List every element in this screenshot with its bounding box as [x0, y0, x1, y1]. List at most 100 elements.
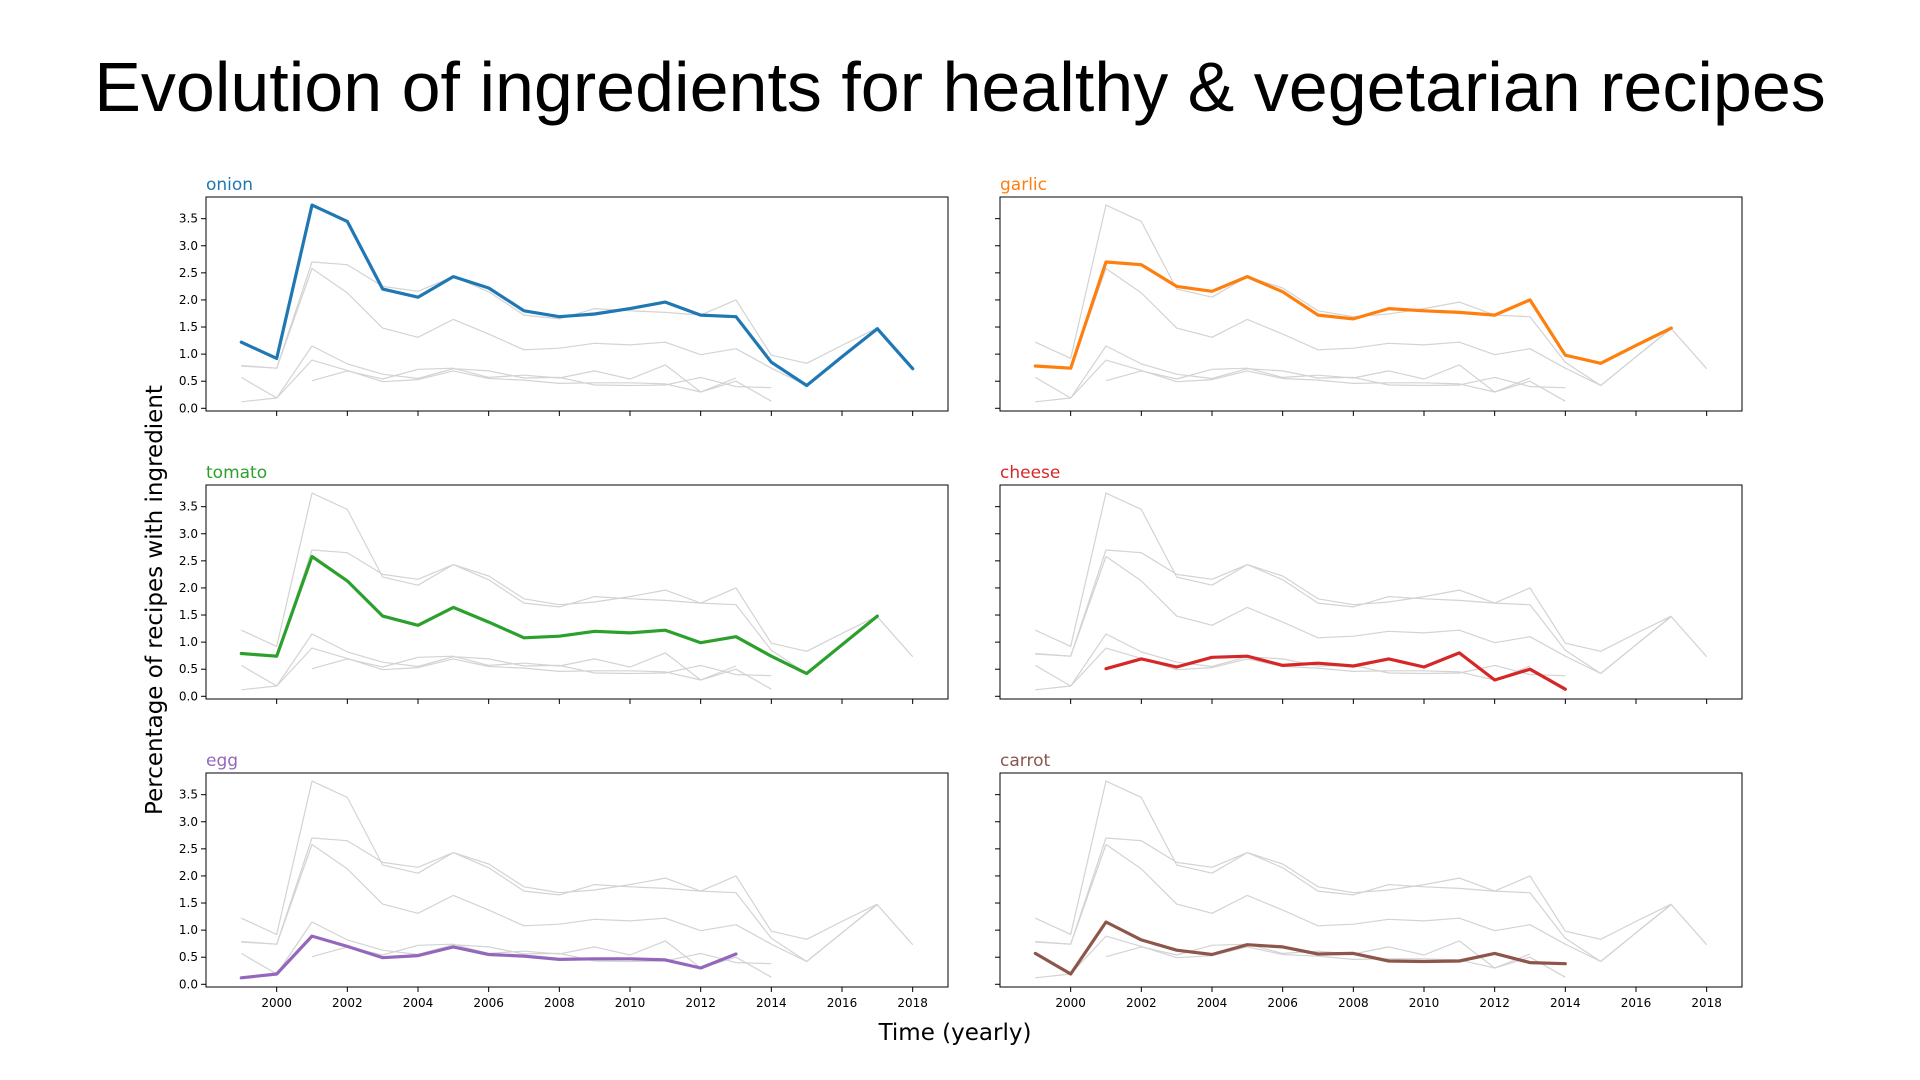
y-tick-label: 2.0 [179, 293, 198, 307]
panel-onion: onion 0.0 0.5 1.0 1.5 2.0 2.5 3.0 3.5 [179, 175, 949, 416]
y-tick-label: 2.0 [179, 869, 198, 883]
y-axis-label: Percentage of recipes with ingredient [142, 385, 168, 815]
x-tick-label: 2004 [403, 996, 434, 1010]
background-line-carrot [240, 633, 772, 687]
background-line-garlic [1035, 549, 1672, 657]
x-tick-label: 2004 [1197, 996, 1228, 1010]
series-line-garlic [1033, 260, 1673, 370]
panel-frame [999, 196, 1743, 412]
series-line-tomato [239, 554, 879, 676]
panel-frame [205, 772, 949, 988]
x-tick-label: 2006 [1267, 996, 1298, 1010]
panel-title-cheese: cheese [1000, 463, 1060, 483]
y-tick-label: 3.0 [179, 239, 198, 253]
background-line-garlic [241, 549, 878, 657]
y-tick-label: 0.0 [179, 689, 198, 703]
x-tick-label: 2018 [897, 996, 928, 1010]
panel-title-garlic: garlic [1000, 175, 1047, 195]
background-line-carrot [1034, 345, 1566, 399]
panel-frame [205, 484, 949, 700]
y-tick-label: 3.5 [179, 212, 198, 226]
panel-tomato: tomato 0.0 0.5 1.0 1.5 2.0 2.5 3.0 3.5 [179, 463, 949, 704]
background-line-garlic [241, 837, 878, 945]
series-line-egg [239, 934, 738, 980]
panel-title-egg: egg [206, 751, 238, 771]
panel-carrot: carrot 2000 2002 2004 2006 2008 2010 2012 2014 20… [995, 751, 1743, 1010]
y-tick-label: 2.5 [179, 266, 198, 280]
panel-title-onion: onion [206, 175, 253, 195]
background-line-carrot [240, 345, 772, 399]
x-tick-label: 2014 [756, 996, 787, 1010]
series-line-onion [239, 203, 915, 388]
x-tick-label: 2010 [615, 996, 646, 1010]
y-tick-label: 2.5 [179, 554, 198, 568]
panel-frame [999, 772, 1743, 988]
background-line-onion [241, 204, 914, 387]
background-line-cheese [311, 940, 772, 978]
background-line-garlic [241, 261, 878, 369]
x-tick-label: 2008 [1338, 996, 1369, 1010]
x-tick-label: 2012 [1479, 996, 1510, 1010]
x-tick-label: 2008 [544, 996, 575, 1010]
x-tick-label: 2002 [1126, 996, 1157, 1010]
x-tick-label: 2012 [685, 996, 716, 1010]
background-line-egg [241, 647, 737, 691]
y-tick-label: 0.0 [179, 401, 198, 415]
y-tick-label: 0.5 [179, 950, 198, 964]
y-tick-label: 1.0 [179, 635, 198, 649]
background-line-cheese [1105, 652, 1566, 690]
x-tick-label: 2000 [261, 996, 292, 1010]
series-line-carrot [1033, 920, 1567, 976]
background-line-onion [1035, 204, 1708, 387]
panel-garlic: garlic [995, 175, 1743, 416]
x-tick-label: 2000 [1055, 996, 1086, 1010]
x-tick-label: 2010 [1409, 996, 1440, 1010]
background-line-onion [1035, 780, 1708, 963]
y-tick-label: 0.5 [179, 662, 198, 676]
background-line-garlic [1035, 261, 1672, 369]
background-line-egg [1035, 359, 1531, 403]
y-tick-label: 1.5 [179, 896, 198, 910]
x-tick-label: 2014 [1550, 996, 1581, 1010]
y-tick-label: 2.5 [179, 842, 198, 856]
panel-cheese: cheese [995, 463, 1743, 704]
y-tick-label: 3.0 [179, 815, 198, 829]
background-line-onion [241, 492, 914, 675]
background-line-tomato [1035, 267, 1672, 387]
background-line-cheese [1105, 364, 1566, 402]
background-line-tomato [1035, 843, 1672, 963]
background-line-onion [1035, 492, 1708, 675]
panel-title-tomato: tomato [206, 463, 267, 483]
background-line-tomato [241, 267, 878, 387]
y-tick-label: 3.0 [179, 527, 198, 541]
x-axis-label: Time (yearly) [878, 1020, 1032, 1046]
panel-egg: egg 0.0 0.5 1.0 1.5 2.0 2.5 3.0 3.5 2000 2002 2004 2… [179, 751, 949, 1010]
y-tick-label: 1.5 [179, 320, 198, 334]
y-tick-label: 3.5 [179, 788, 198, 802]
y-tick-label: 1.0 [179, 923, 198, 937]
x-tick-label: 2016 [1621, 996, 1652, 1010]
page-title: Evolution of ingredients for healthy & v… [94, 48, 1826, 126]
x-tick-label: 2006 [473, 996, 504, 1010]
background-line-cheese [311, 364, 772, 402]
panel-frame [205, 196, 949, 412]
background-line-tomato [1035, 555, 1672, 675]
y-tick-label: 1.0 [179, 347, 198, 361]
background-line-cheese [311, 652, 772, 690]
background-line-egg [241, 359, 737, 403]
background-line-cheese [1105, 940, 1566, 978]
background-line-tomato [241, 843, 878, 963]
y-tick-label: 0.5 [179, 374, 198, 388]
x-tick-label: 2016 [827, 996, 858, 1010]
background-line-carrot [240, 921, 772, 975]
y-tick-label: 2.0 [179, 581, 198, 595]
x-tick-label: 2018 [1691, 996, 1722, 1010]
background-line-garlic [1035, 837, 1672, 945]
series-line-cheese [1104, 651, 1567, 691]
background-line-egg [1035, 935, 1531, 979]
x-tick-label: 2002 [332, 996, 363, 1010]
background-line-onion [241, 780, 914, 963]
y-tick-label: 3.5 [179, 500, 198, 514]
y-tick-label: 0.0 [179, 977, 198, 991]
